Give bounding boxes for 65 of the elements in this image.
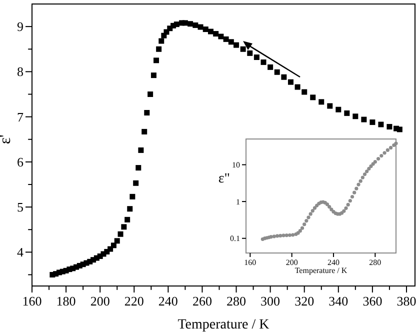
- x-tick-label: 200: [286, 258, 298, 267]
- x-tick-label: 240: [158, 294, 178, 308]
- x-tick-label: 160: [22, 294, 42, 308]
- point: [388, 146, 393, 150]
- y-tick-label: 1: [236, 197, 240, 206]
- point: [284, 234, 288, 238]
- point: [369, 164, 373, 168]
- x-tick-label: 220: [124, 294, 144, 308]
- point: [291, 233, 295, 237]
- point: [354, 186, 358, 190]
- point: [344, 206, 348, 210]
- point: [386, 148, 390, 152]
- point: [308, 212, 312, 216]
- y-tick-label: 9: [17, 19, 24, 34]
- x-axis-title: Temperature / K: [178, 318, 270, 332]
- point: [304, 218, 308, 223]
- x-axis-title: Temperature / K: [294, 266, 348, 275]
- point: [272, 234, 276, 238]
- y-tick-label: 10: [232, 160, 240, 170]
- point: [310, 209, 314, 213]
- point: [371, 162, 375, 166]
- point: [300, 226, 304, 230]
- point: [376, 156, 380, 161]
- point: [275, 234, 280, 238]
- point: [306, 216, 310, 220]
- point: [380, 154, 384, 158]
- x-tick-label: 300: [260, 294, 280, 308]
- y-tick-label: 7: [17, 109, 24, 124]
- point: [358, 179, 362, 183]
- y-tick-label: 0.1: [230, 234, 240, 244]
- point: [373, 160, 377, 164]
- x-tick-label: 280: [369, 258, 382, 267]
- point: [325, 202, 330, 206]
- point: [365, 170, 369, 174]
- point: [282, 234, 286, 238]
- point: [382, 151, 386, 155]
- x-tick-label: 320: [294, 294, 314, 308]
- x-tick-label: 260: [192, 294, 212, 308]
- y-tick-label: 5: [17, 200, 24, 215]
- y-axis-title: ε": [218, 171, 230, 186]
- x-tick-label: 360: [362, 294, 382, 308]
- x-tick-label: 380: [396, 294, 416, 308]
- x-tick-label: 240: [328, 258, 340, 267]
- point: [328, 204, 332, 209]
- point: [356, 182, 360, 186]
- x-tick-label: 200: [90, 294, 110, 308]
- point: [352, 190, 356, 194]
- point: [362, 172, 367, 176]
- point: [346, 202, 350, 207]
- point: [367, 166, 371, 170]
- x-tick-label: 160: [244, 258, 256, 267]
- point: [360, 176, 364, 180]
- point: [288, 233, 292, 237]
- x-tick-label: 340: [328, 294, 348, 308]
- y-tick-label: 6: [17, 154, 24, 170]
- point: [278, 234, 282, 238]
- x-tick-label: 280: [226, 294, 246, 308]
- point: [298, 229, 302, 233]
- y-tick-label: 4: [17, 244, 24, 260]
- x-tick-label: 180: [56, 294, 76, 308]
- y-tick-label: 8: [17, 64, 24, 80]
- point: [302, 222, 306, 226]
- point: [348, 198, 352, 203]
- point: [312, 206, 317, 210]
- point: [350, 194, 354, 199]
